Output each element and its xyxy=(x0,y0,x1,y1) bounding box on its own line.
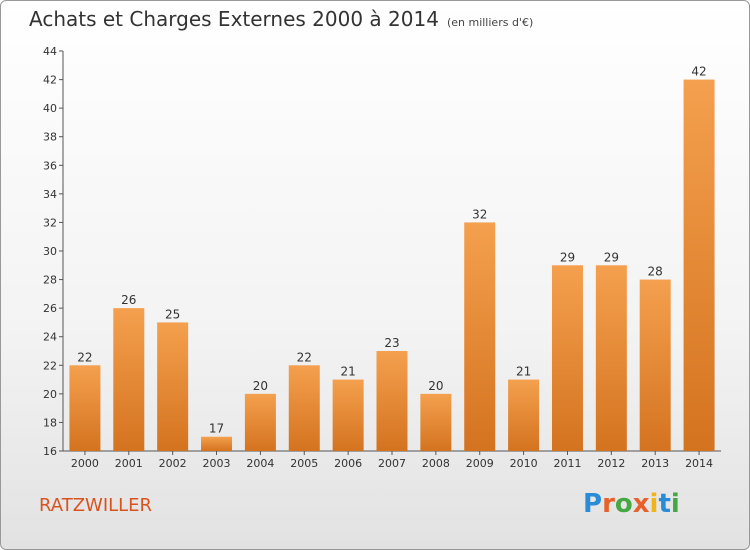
bar-2009 xyxy=(464,222,496,451)
axes: 16 18 20 22 24 26 28 30 32 34 36 38 40 42 44 2000 2001 20… xyxy=(43,45,721,470)
y-tick-label: 22 xyxy=(43,359,57,372)
bar-2005 xyxy=(288,365,320,451)
data-label: 22 xyxy=(77,350,92,364)
bar-2014 xyxy=(683,79,715,452)
bar-2011 xyxy=(551,265,583,451)
data-labels: 22 26 25 17 20 22 21 23 20 32 21 29 29 28 42 xyxy=(77,65,706,436)
data-label: 21 xyxy=(340,365,355,379)
bar-2000 xyxy=(69,365,101,451)
y-tick-label: 30 xyxy=(43,245,57,258)
bar-2003 xyxy=(201,436,233,451)
bar-2013 xyxy=(639,279,671,451)
data-label: 25 xyxy=(165,307,180,321)
logo-letter: t xyxy=(658,489,671,519)
bar-2006 xyxy=(332,379,364,451)
x-tick-label: 2001 xyxy=(115,457,143,470)
y-tick-label: 32 xyxy=(43,216,57,229)
y-tick-label: 44 xyxy=(43,45,57,58)
y-tick-label: 42 xyxy=(43,74,57,87)
logo-letter: i xyxy=(649,489,659,519)
x-tick-label: 2005 xyxy=(290,457,318,470)
logo-letter: x xyxy=(632,489,650,519)
chart-title-text: Achats et Charges Externes 2000 à 2014 xyxy=(29,7,439,31)
y-tick-label: 20 xyxy=(43,388,57,401)
data-label: 21 xyxy=(516,365,531,379)
data-label: 29 xyxy=(604,250,619,264)
bar-2010 xyxy=(508,379,540,451)
x-tick-label: 2002 xyxy=(159,457,187,470)
x-tick-label: 2012 xyxy=(597,457,625,470)
logo-letter: i xyxy=(670,489,680,519)
x-tick-label: 2009 xyxy=(466,457,494,470)
x-tick-label: 2011 xyxy=(553,457,581,470)
x-tick-label: 2004 xyxy=(246,457,274,470)
y-tick-label: 36 xyxy=(43,159,57,172)
data-label: 28 xyxy=(648,265,663,279)
y-tick-label: 38 xyxy=(43,131,57,144)
y-tick-label: 28 xyxy=(43,274,57,287)
bar-2004 xyxy=(244,393,276,451)
logo-letter: r xyxy=(602,489,615,519)
logo-letter: o xyxy=(614,489,633,519)
y-tick-label: 26 xyxy=(43,302,57,315)
bar-2012 xyxy=(595,265,627,451)
data-label: 17 xyxy=(209,422,224,436)
data-label: 22 xyxy=(297,350,312,364)
y-tick-label: 18 xyxy=(43,416,57,429)
data-label: 29 xyxy=(560,250,575,264)
y-tick-label: 40 xyxy=(43,102,57,115)
bar-2007 xyxy=(376,351,408,451)
x-tick-label: 2003 xyxy=(203,457,231,470)
proxiti-logo: Proxiti xyxy=(583,489,680,519)
y-tick-label: 34 xyxy=(43,188,57,201)
data-label: 26 xyxy=(121,293,136,307)
x-tick-label: 2010 xyxy=(510,457,538,470)
x-tick-label: 2007 xyxy=(378,457,406,470)
x-tick-label: 2006 xyxy=(334,457,362,470)
bar-2002 xyxy=(157,322,189,451)
data-label: 42 xyxy=(691,65,706,79)
data-label: 20 xyxy=(428,379,443,393)
bars xyxy=(69,79,715,452)
x-tick-label: 2014 xyxy=(685,457,713,470)
y-tick-label: 24 xyxy=(43,331,57,344)
chart-subtitle: (en milliers d'€) xyxy=(446,16,534,29)
x-tick-label: 2008 xyxy=(422,457,450,470)
x-tick-label: 2000 xyxy=(71,457,99,470)
bar-2001 xyxy=(113,308,145,451)
x-tick-label: 2013 xyxy=(641,457,669,470)
bar-2008 xyxy=(420,393,452,451)
commune-name: RATZWILLER xyxy=(39,495,153,516)
y-tick-label: 16 xyxy=(43,445,57,458)
data-label: 32 xyxy=(472,207,487,221)
data-label: 20 xyxy=(253,379,268,393)
data-label: 23 xyxy=(384,336,399,350)
chart-title: Achats et Charges Externes 2000 à 2014 (e… xyxy=(29,7,533,31)
logo-letter: P xyxy=(583,489,603,519)
